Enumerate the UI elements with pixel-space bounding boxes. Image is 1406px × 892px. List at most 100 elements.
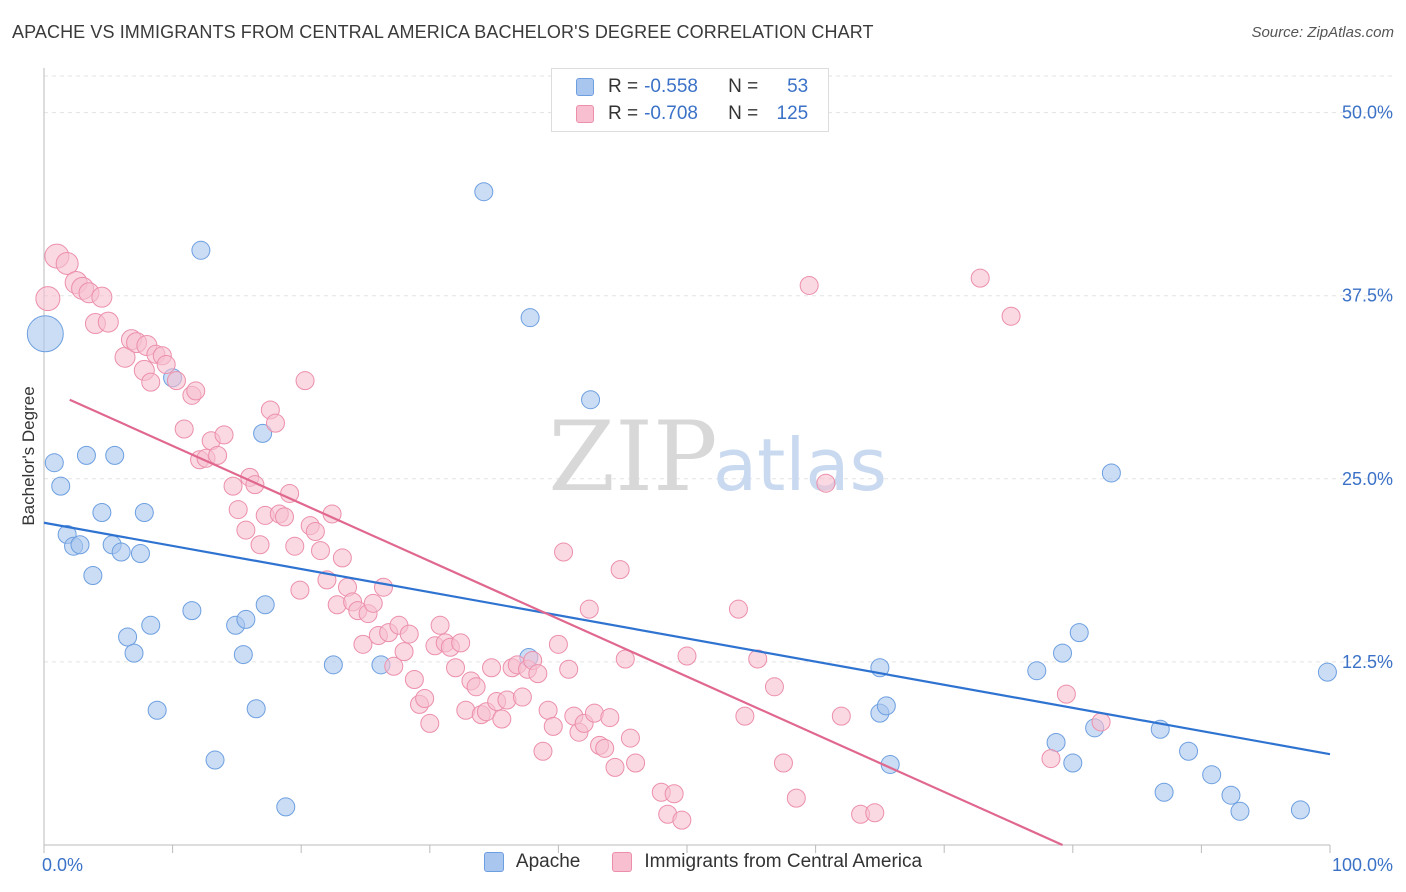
apache-point [92,502,112,522]
apache-point [520,308,540,328]
legend-n-value: 125 [776,103,809,124]
apache-point [134,502,154,522]
apache-point [253,423,273,443]
immigrants-point [285,536,305,556]
immigrants-point [223,476,243,496]
immigrants-point [420,713,440,733]
immigrants-point [327,595,347,615]
legend-swatch-immigrants [576,105,594,123]
apache-point [1202,765,1222,785]
immigrants-point [728,599,748,619]
immigrants-point [228,500,248,520]
watermark: ZIP atlas [548,401,887,513]
immigrants-point [764,677,784,697]
apache-point [26,315,64,353]
immigrants-point [605,757,625,777]
apache-point [124,643,144,663]
immigrants-point [816,473,836,493]
legend-item-immigrants[interactable]: Immigrants from Central America [612,851,922,873]
grid-lines [44,75,1393,663]
immigrants-point [250,535,270,555]
immigrants-point [626,753,646,773]
immigrants-point [290,580,310,600]
immigrants-point [595,738,615,758]
immigrants-point [91,286,113,308]
series-legend: Apache Immigrants from Central America [0,851,1406,873]
immigrants-point [664,784,684,804]
immigrants-point [559,659,579,679]
immigrants-point [156,355,176,375]
apache-point [1046,732,1066,752]
immigrants-point [512,687,532,707]
legend-row-apache: R = -0.558 N = 53 [576,75,808,99]
apache-point [581,390,601,410]
apache-point [233,645,253,665]
apache-point [1230,801,1250,821]
immigrants-point [579,599,599,619]
legend-label-apache: Apache [515,851,581,872]
immigrants-point [394,642,414,662]
immigrants-point [186,381,206,401]
immigrants-point [141,372,161,392]
legend-swatch-immigrants [612,852,633,872]
immigrants-point [1056,684,1076,704]
immigrants-point [295,371,315,391]
legend-n-label: N = [728,103,759,124]
apache-point [182,601,202,621]
immigrants-trend-line [69,398,1063,847]
apache-point [1063,753,1083,773]
immigrants-point [748,649,768,669]
immigrants-point [466,677,486,697]
legend-swatch-apache [483,852,504,872]
apache-point [246,699,266,719]
legend-label-immigrants: Immigrants from Central America [644,851,923,872]
immigrants-point [274,507,294,527]
legend-swatch-apache [576,78,594,96]
immigrants-point [528,664,548,684]
immigrants-point [543,716,563,736]
immigrants-point [305,522,325,542]
immigrants-point [492,709,512,729]
apache-point [118,627,138,647]
watermark-atlas: atlas [713,423,887,507]
apache-point [1053,643,1073,663]
x-tick-label: 100.0% [1332,855,1393,875]
apache-point [1317,662,1337,682]
immigrants-point [404,669,424,689]
apache-point [130,544,150,564]
immigrants-point [446,658,466,678]
immigrants-point [265,413,285,433]
immigrants-point [97,311,119,333]
apache-point [1154,782,1174,802]
y-tick-label: 12.5% [1342,652,1393,672]
immigrants-point [865,803,885,823]
immigrants-point [399,624,419,644]
source-credit: Source: ZipAtlas.com [1251,24,1394,41]
immigrants-point [533,741,553,761]
immigrants-point [384,656,404,676]
immigrants-point [1041,749,1061,769]
immigrants-point [353,634,373,654]
immigrants-point [208,445,228,465]
immigrants-point [55,251,79,275]
y-tick-label: 37.5% [1342,286,1393,306]
immigrants-point [310,541,330,561]
apache-point [83,565,103,585]
immigrants-point [174,419,194,439]
apache-point [111,542,131,562]
immigrants-point [538,700,558,720]
apache-point [147,700,167,720]
apache-point [44,453,64,473]
immigrants-point [970,268,990,288]
immigrants-point [620,728,640,748]
axes [43,68,1331,853]
immigrants-point [374,577,394,597]
apache-point [105,445,125,465]
immigrants-point [35,286,61,312]
immigrants-point [548,634,568,654]
apache-point [1290,800,1310,820]
immigrants-point [166,371,186,391]
apache-point [141,615,161,635]
legend-item-apache[interactable]: Apache [483,851,581,873]
